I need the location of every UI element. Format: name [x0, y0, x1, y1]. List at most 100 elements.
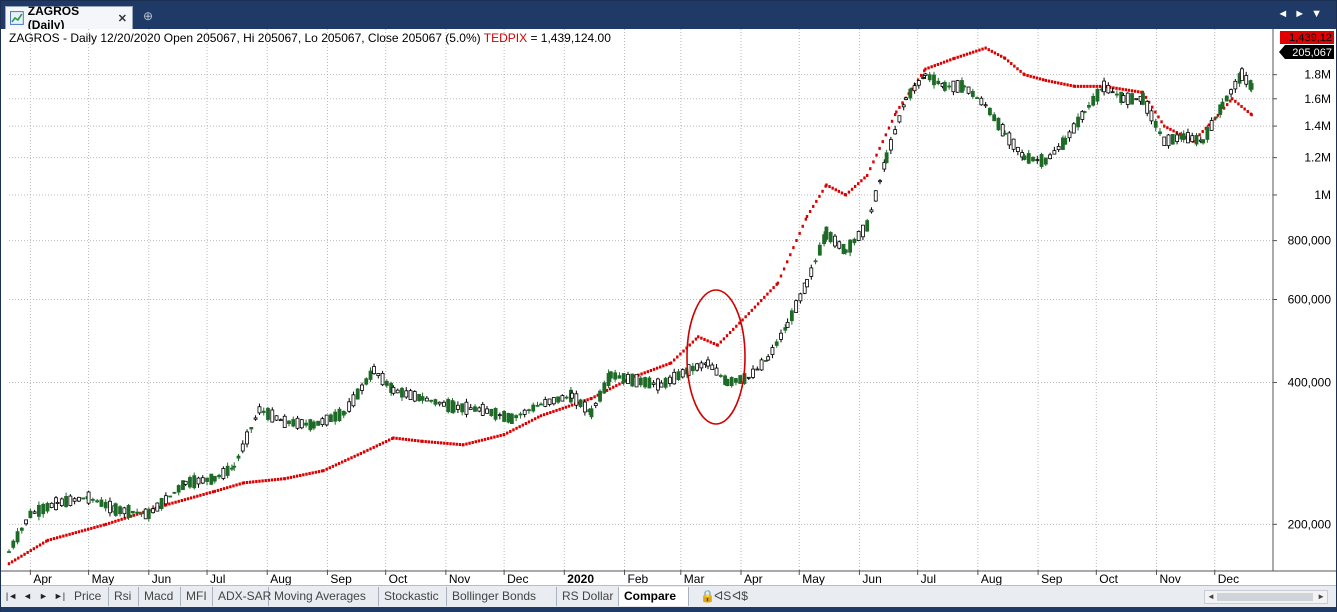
tedpix-point: [792, 246, 795, 250]
tedpix-point: [102, 523, 105, 527]
price-chart[interactable]: 1.8M 1.6M 1.4M 1.2M 1M 800,000 600,000 400,000 2…: [1, 29, 1336, 585]
tedpix-point: [965, 52, 969, 56]
candle-body: [1003, 132, 1007, 135]
candle-body: [828, 232, 833, 243]
tedpix-point: [518, 425, 521, 429]
candle-body: [55, 501, 60, 504]
tedpix-point: [114, 519, 117, 523]
tab-rs-dollar[interactable]: RS Dollar: [557, 587, 619, 606]
tab-rsi[interactable]: Rsi: [109, 587, 139, 606]
scroll-thumb[interactable]: [1217, 593, 1313, 601]
tedpix-point: [363, 450, 366, 454]
x-tick-label: 2020: [567, 572, 594, 585]
candle-body: [130, 510, 135, 514]
candle-body: [1162, 136, 1167, 147]
tedpix-point: [676, 355, 679, 359]
tedpix-point: [968, 51, 972, 55]
tedpix-point: [923, 69, 926, 73]
candle-body: [502, 410, 507, 422]
candle-body: [947, 85, 952, 88]
tedpix-point: [637, 373, 640, 377]
prev-page-icon[interactable]: ◄: [23, 591, 32, 601]
close-tab-icon[interactable]: ✕: [117, 12, 127, 25]
tedpix-point: [458, 442, 462, 446]
candle-body: [626, 374, 630, 384]
tedpix-point: [177, 499, 180, 503]
tedpix-point: [815, 199, 818, 203]
tedpix-point: [795, 238, 798, 242]
candle-body: [763, 360, 768, 362]
candle-body: [589, 408, 594, 418]
candle-body: [19, 527, 24, 531]
candle-body: [578, 399, 583, 407]
tedpix-point: [779, 274, 783, 278]
y-tick-label: 1.8M: [1304, 68, 1331, 82]
scroll-left-icon[interactable]: ◄: [1207, 592, 1215, 601]
tedpix-point: [668, 362, 671, 366]
tab-compare[interactable]: Compare: [619, 587, 689, 606]
candle-body: [364, 378, 369, 385]
window-controls[interactable]: ◄►▼: [1277, 8, 1328, 20]
tedpix-point: [347, 457, 350, 461]
tedpix-point: [643, 371, 646, 375]
tab-macd[interactable]: Macd: [139, 587, 181, 606]
candle-body: [1080, 111, 1085, 120]
tab-moving-averages[interactable]: Moving Averages: [269, 587, 379, 606]
y-tick-label: 1.2M: [1304, 151, 1331, 165]
tab-bollinger-bonds[interactable]: Bollinger Bonds: [447, 587, 557, 606]
tedpix-point: [887, 126, 891, 130]
plot-area[interactable]: 1.8M 1.6M 1.4M 1.2M 1M 800,000 600,000 400,000 2…: [1, 29, 1336, 585]
candle-body: [333, 411, 338, 422]
candle-body: [217, 474, 221, 478]
tedpix-point: [334, 463, 338, 467]
horizontal-scrollbar[interactable]: ◄ ►: [1204, 590, 1328, 604]
tedpix-point: [424, 440, 427, 444]
candle-body: [1056, 146, 1061, 150]
candle-body: [1000, 124, 1005, 137]
scale-icon[interactable]: ᐊS: [714, 589, 732, 603]
tedpix-point: [1234, 99, 1237, 103]
x-tick-label: Sep: [1041, 572, 1063, 585]
tedpix-point: [759, 299, 763, 303]
candle-body: [770, 347, 775, 355]
chart-tab[interactable]: ZAGROS (Daily) ✕: [5, 4, 133, 32]
candle-body: [1166, 134, 1171, 147]
next-page-icon[interactable]: ►: [39, 591, 48, 601]
candle-body: [1125, 92, 1130, 105]
tedpix-point: [567, 404, 571, 408]
tedpix-point: [350, 456, 353, 460]
candle-body: [833, 235, 837, 247]
tedpix-point: [378, 442, 382, 446]
x-tick-label: Sep: [330, 572, 352, 585]
candle-body: [630, 373, 635, 387]
tab-mfi[interactable]: MFI: [181, 587, 213, 606]
tab-price[interactable]: Price: [69, 587, 109, 606]
candle-body: [176, 485, 181, 493]
new-tab-icon[interactable]: ⊕: [142, 9, 154, 23]
candle-body: [923, 73, 928, 76]
tedpix-point: [255, 480, 258, 484]
tedpix-point: [252, 480, 255, 484]
tedpix-point: [1243, 107, 1246, 111]
candle-body: [1218, 104, 1223, 115]
tedpix-point: [831, 186, 834, 190]
candle-body: [1026, 153, 1031, 164]
last-page-icon[interactable]: ►|: [53, 591, 66, 601]
candle-body: [1205, 127, 1210, 140]
lock-icon[interactable]: 🔒: [700, 589, 715, 603]
tedpix-point: [818, 194, 821, 198]
first-page-icon[interactable]: |◄: [5, 591, 18, 601]
tedpix-point: [1147, 100, 1151, 104]
tedpix-point: [857, 182, 860, 186]
tedpix-point: [924, 67, 927, 71]
zoom-icon[interactable]: ᐊ$: [732, 589, 748, 603]
tedpix-point: [292, 475, 296, 479]
tedpix-point: [436, 441, 440, 445]
tedpix-point: [763, 295, 766, 299]
tedpix-point: [776, 281, 780, 285]
candle-body: [979, 97, 984, 106]
scroll-right-icon[interactable]: ►: [1317, 592, 1325, 601]
tab-adx-sar[interactable]: ADX-SAR: [213, 587, 271, 606]
tedpix-point: [168, 502, 171, 506]
tab-stockastic[interactable]: Stockastic: [379, 587, 447, 606]
